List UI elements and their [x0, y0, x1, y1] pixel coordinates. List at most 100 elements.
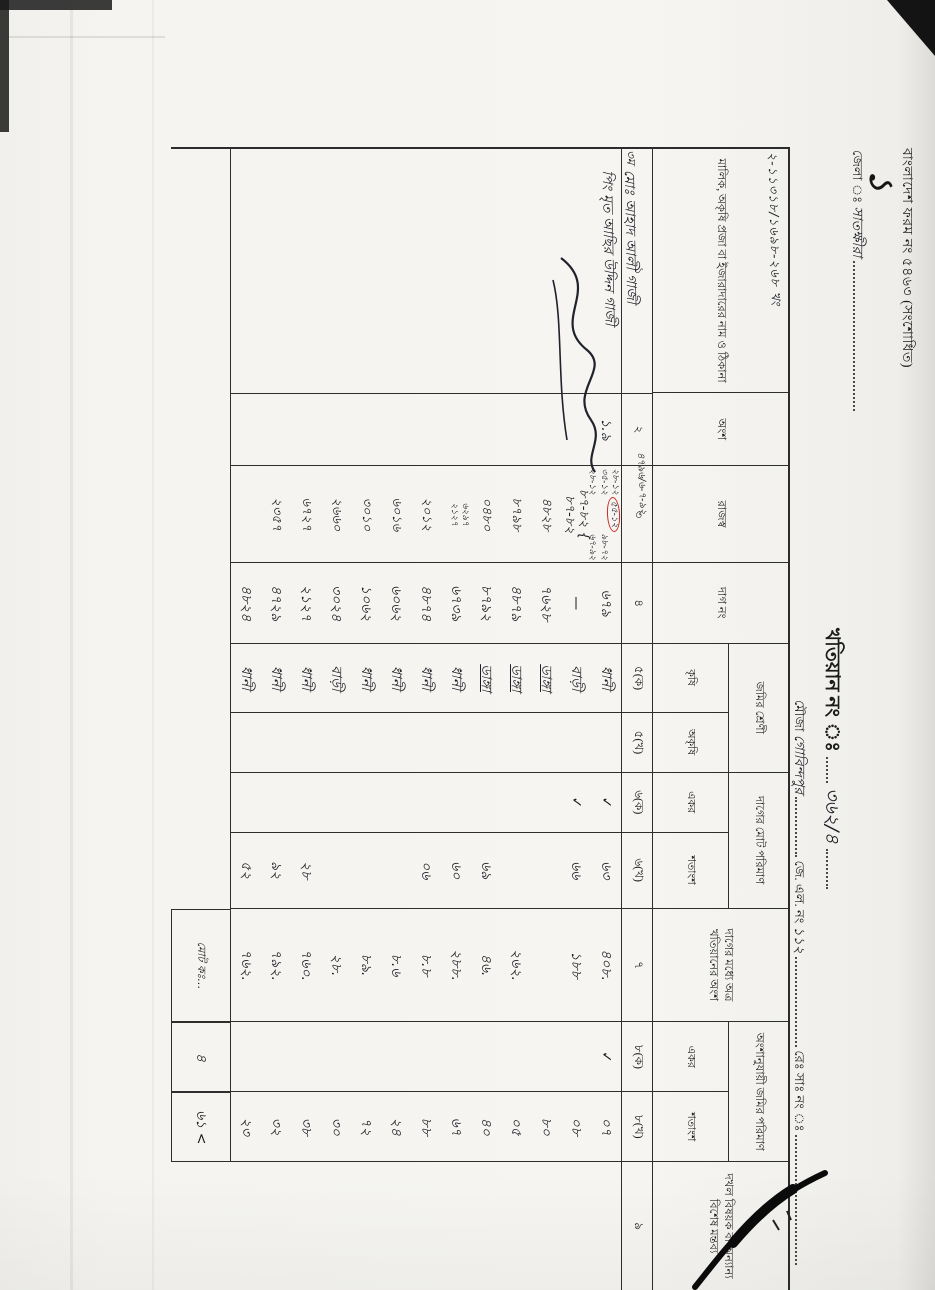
cell-kh-part: ৮.৮: [411, 908, 441, 1023]
header-khatian-part: দাগের মধ্যে অত্র খতিয়ানের অংশ: [653, 908, 788, 1023]
table-header: মালিক, অকৃষি প্রজা বা ইজারাদারের নাম ও ঠ…: [653, 149, 788, 1290]
cell-t-acre: [441, 772, 471, 833]
cell-kh-part: ১৮৮: [561, 908, 591, 1023]
cell-s-acre: [441, 1022, 471, 1093]
cell-s-acre: ✓: [591, 1022, 621, 1093]
cell-s-acre: [531, 1022, 561, 1093]
dotted-line: [795, 957, 809, 1048]
cell-kh-part: ৮৯.: [351, 908, 381, 1023]
cell-t-dec: [351, 832, 381, 909]
cell-cls: ধানী: [441, 644, 471, 713]
header-share-acre: একর: [653, 1022, 728, 1093]
cell-s-dec: ৪০: [471, 1092, 501, 1163]
cell-owner: [501, 149, 531, 394]
cell-remarks: [441, 1162, 471, 1290]
cell-s-dec: ২৪: [381, 1092, 411, 1163]
totals-cell: [171, 713, 231, 773]
column-number: ৪: [622, 563, 652, 645]
cell-rev: ২০১২: [411, 466, 441, 564]
table-row: ৪৮২৪ ধানী ৫২ ৭৬২. ২৩: [231, 149, 261, 1290]
cell-t-dec: ৯২: [261, 832, 291, 909]
mouza-label: মৌজা: [792, 700, 807, 732]
cell-cls: ধানী: [381, 644, 411, 713]
table-row: ৬০১৬ ৬০৬২ ধানী ৮.৬ ২৪: [381, 149, 411, 1290]
cell-remarks: [561, 1162, 591, 1290]
header-share-area: অংশানুযায়ী জমির পরিমাণ: [728, 1022, 788, 1163]
signature-scribble: [552, 257, 597, 473]
cell-rev: ৬২৯৭ ২১২৭: [441, 466, 471, 564]
cell-s-acre: [261, 1022, 291, 1093]
cell-t-acre: [231, 772, 261, 833]
cell-na: [381, 713, 411, 773]
cell-owner: [291, 149, 321, 394]
totals-cell: [171, 772, 231, 833]
cell-kh-part: ৪৬.: [471, 908, 501, 1023]
table-row: ৮৭৯৮ ৪৮৭৯ ডাঙ্গা ২৬২. ০৫: [501, 149, 531, 1290]
column-number: ৮(খ): [622, 1092, 652, 1163]
cell-rev: ৮৭-৮২ { ৮৭-৮২: [561, 466, 591, 564]
column-number: ৮(ক): [622, 1022, 652, 1093]
column-number: ৬(ক): [622, 772, 652, 833]
cell-owner: [381, 149, 411, 394]
table-row: ৬২৯৭ ২১২৭ ৬৭৩৯ ধানী ৬০ ২৮৮. ৬৭: [441, 149, 471, 1290]
cell-na: [561, 713, 591, 773]
header-acre: একর: [653, 772, 728, 833]
dotted-line: [795, 1134, 809, 1265]
cell-share: [351, 393, 381, 467]
totals-cell: [171, 466, 231, 564]
cell-rev: ৩০১০: [351, 466, 381, 564]
cell-dag: ৭৬২৮: [531, 563, 561, 645]
cell-cls: ধানী: [261, 644, 291, 713]
dotted-line: [795, 797, 809, 858]
cell-dag: ৪৭২৯: [261, 563, 291, 645]
cell-t-acre: [471, 772, 501, 833]
cell-remarks: [291, 1162, 321, 1290]
column-number: ৬(খ): [622, 832, 652, 909]
cell-cls: ধানী: [591, 644, 621, 713]
table-row: ২০১২ ৪৮৭৪ ধানী ০৬ ৮.৮ ৮৮: [411, 149, 441, 1290]
totals-cell: [171, 393, 231, 467]
header-share-decimal: শতাংশ: [653, 1092, 728, 1163]
cell-na: [321, 713, 351, 773]
mouza-line: মৌজা গোবিন্দপুর জে. এল. নং ১১২ রেঃ সাঃ ন…: [787, 700, 811, 1265]
cell-share: [261, 393, 291, 467]
totals-decimal: ৬১ <: [171, 1092, 231, 1163]
cell-share: [501, 393, 531, 467]
header-non-agri: অকৃষি: [653, 712, 728, 773]
cell-t-dec: [531, 832, 561, 909]
cell-share: [441, 393, 471, 467]
cell-owner: [471, 149, 501, 394]
totals-acre: ৪: [171, 1022, 231, 1093]
cell-t-dec: ০৬: [411, 832, 441, 909]
table-row: ৩০১০ ১০৬২ ধানী ৮৯. ৭২: [351, 149, 381, 1290]
cell-kh-part: ৭৯২.: [261, 908, 291, 1023]
cell-s-acre: [291, 1022, 321, 1093]
cell-t-acre: [381, 772, 411, 833]
cell-rev: ৬০১৬: [381, 466, 411, 564]
cell-s-dec: ৮০: [531, 1092, 561, 1163]
table-row: ৬৭২৭ ২১২৭ ধানী ২৮ ৭৬০. ৩৮: [291, 149, 321, 1290]
cell-kh-part: ৮.৬: [381, 908, 411, 1023]
cell-t-dec: ৬৯: [471, 832, 501, 909]
cell-dag: ৬৭৩৯: [441, 563, 471, 645]
cell-kh-part: ২৮৮.: [441, 908, 471, 1023]
cell-dag: ৩০২৪: [321, 563, 351, 645]
cell-remarks: [231, 1162, 261, 1290]
cell-share: [471, 393, 501, 467]
header-decimal: শতাংশ: [653, 832, 728, 909]
cell-cls: বাড়ী: [561, 644, 591, 713]
form-number-suffix: (সংশোধিত): [899, 300, 914, 369]
cell-s-dec: ৩২: [261, 1092, 291, 1163]
cell-t-acre: [321, 772, 351, 833]
cell-remarks: [531, 1162, 561, 1290]
cell-kh-part: ৭৬০.: [291, 908, 321, 1023]
dotted-line: [826, 756, 840, 783]
totals-label: মোট কঃ…: [171, 908, 231, 1023]
header-agri: কৃষি: [653, 643, 728, 713]
cell-owner: [231, 149, 261, 394]
district-label: জেলা ঃ: [850, 150, 865, 204]
cell-s-acre: [411, 1022, 441, 1093]
cell-s-acre: [381, 1022, 411, 1093]
cell-s-dec: ৩৮: [291, 1092, 321, 1163]
